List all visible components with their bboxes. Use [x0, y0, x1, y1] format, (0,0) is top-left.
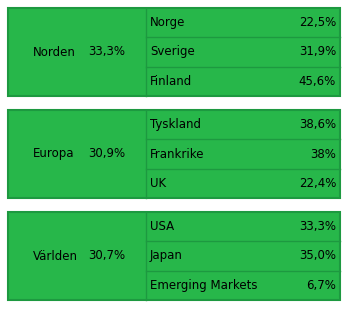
Text: Frankrike: Frankrike	[150, 148, 204, 161]
Text: Världen: Världen	[33, 250, 78, 262]
Bar	[8, 110, 340, 198]
Text: 6,7%: 6,7%	[306, 279, 336, 292]
Text: 38,6%: 38,6%	[299, 118, 336, 131]
Text: 38%: 38%	[310, 148, 336, 161]
Text: 30,9%: 30,9%	[88, 148, 125, 161]
Text: Sverige: Sverige	[150, 45, 195, 58]
Bar	[8, 8, 340, 96]
Bar	[8, 8, 146, 96]
Text: 33,3%: 33,3%	[299, 220, 336, 233]
Bar	[146, 212, 340, 241]
Text: Europa: Europa	[33, 148, 74, 161]
Text: Norge: Norge	[150, 16, 185, 29]
Text: 33,3%: 33,3%	[88, 45, 125, 58]
Bar	[146, 37, 340, 67]
Text: 22,5%: 22,5%	[299, 16, 336, 29]
Text: 35,0%: 35,0%	[299, 250, 336, 262]
Bar	[146, 8, 340, 37]
Bar	[8, 212, 146, 300]
Bar	[146, 67, 340, 96]
Text: Finland: Finland	[150, 75, 192, 88]
Bar	[146, 110, 340, 139]
Text: Japan: Japan	[150, 250, 183, 262]
Bar	[146, 139, 340, 169]
Text: 22,4%: 22,4%	[299, 177, 336, 190]
Bar	[146, 241, 340, 271]
Text: Norden: Norden	[33, 45, 76, 58]
Text: UK: UK	[150, 177, 166, 190]
Bar	[8, 212, 340, 300]
Bar	[146, 271, 340, 300]
Bar	[146, 169, 340, 198]
Text: 45,6%: 45,6%	[299, 75, 336, 88]
Text: 31,9%: 31,9%	[299, 45, 336, 58]
Text: Emerging Markets: Emerging Markets	[150, 279, 257, 292]
Text: USA: USA	[150, 220, 174, 233]
Text: Tyskland: Tyskland	[150, 118, 201, 131]
Bar	[8, 110, 146, 198]
Text: 30,7%: 30,7%	[88, 250, 125, 262]
